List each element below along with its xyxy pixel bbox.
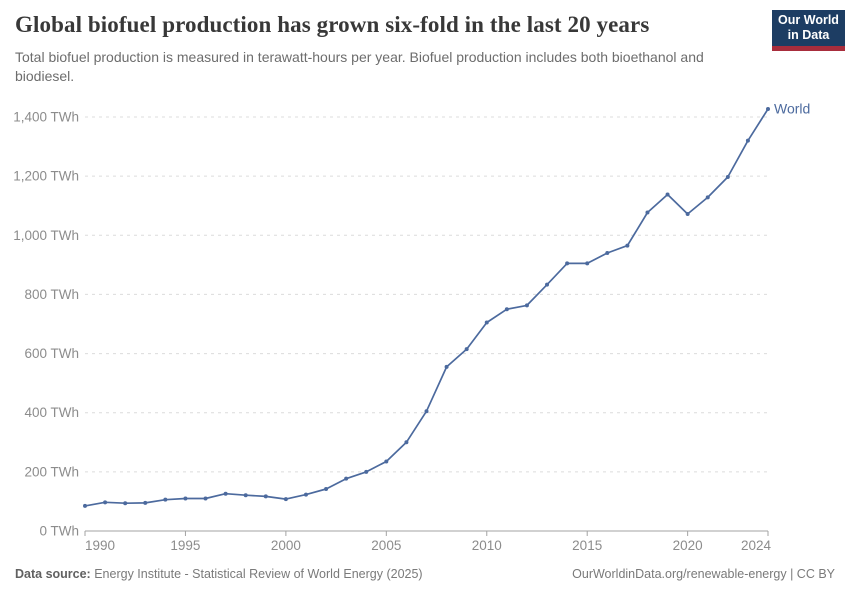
data-point-2017[interactable] [625, 243, 630, 248]
data-point-2011[interactable] [504, 307, 509, 312]
owid-url-link[interactable]: OurWorldinData.org/renewable-energy | CC… [572, 567, 835, 581]
x-axis-tick-label: 1990 [85, 538, 115, 553]
data-point-2023[interactable] [745, 138, 750, 143]
data-point-1996[interactable] [203, 496, 208, 501]
x-axis-tick-label: 2020 [673, 538, 703, 553]
y-axis-tick-label: 600 TWh [24, 346, 79, 361]
data-point-1995[interactable] [183, 496, 188, 501]
y-axis-tick-label: 0 TWh [39, 524, 79, 539]
x-axis-tick-label: 2005 [371, 538, 401, 553]
data-source: Data source: Energy Institute - Statisti… [15, 567, 423, 581]
data-point-1993[interactable] [143, 500, 148, 505]
data-point-2018[interactable] [645, 210, 650, 215]
data-point-2000[interactable] [283, 497, 288, 502]
data-point-1998[interactable] [243, 493, 248, 498]
data-point-1992[interactable] [123, 501, 128, 506]
data-point-2022[interactable] [725, 175, 730, 180]
world-series-label: World [774, 101, 810, 117]
data-point-1990[interactable] [83, 503, 87, 508]
data-point-2015[interactable] [585, 261, 590, 266]
y-axis-tick-label: 1,400 TWh [13, 110, 79, 125]
data-point-2007[interactable] [424, 409, 429, 414]
data-point-2020[interactable] [685, 211, 690, 216]
y-axis-tick-label: 800 TWh [24, 287, 79, 302]
x-axis-tick-label: 2000 [271, 538, 301, 553]
data-point-1991[interactable] [103, 500, 108, 505]
data-point-2019[interactable] [665, 192, 670, 197]
x-axis-tick-label: 1995 [170, 538, 200, 553]
data-point-2001[interactable] [303, 492, 308, 497]
x-axis-tick-label: 2015 [572, 538, 602, 553]
y-axis-tick-label: 1,000 TWh [13, 228, 79, 243]
world-line[interactable] [84, 108, 769, 507]
x-axis-tick-label: 2024 [741, 538, 772, 553]
data-point-1994[interactable] [163, 497, 168, 502]
chart-subtitle: Total biofuel production is measured in … [15, 49, 704, 84]
data-point-2014[interactable] [565, 261, 570, 266]
data-point-2006[interactable] [404, 440, 409, 445]
chart-footer: Data source: Energy Institute - Statisti… [15, 567, 835, 581]
owid-logo-line1: Our World [778, 13, 839, 27]
data-point-2012[interactable] [524, 303, 529, 308]
y-axis-tick-label: 1,200 TWh [13, 169, 79, 184]
data-point-2009[interactable] [464, 347, 469, 352]
x-axis-tick-label: 2010 [472, 538, 502, 553]
data-point-2004[interactable] [364, 469, 369, 474]
chart-title: Global biofuel production has grown six-… [15, 12, 650, 37]
data-point-2003[interactable] [344, 476, 349, 481]
owid-logo[interactable]: Our World in Data [772, 10, 845, 51]
data-point-2010[interactable] [484, 320, 489, 325]
data-point-1999[interactable] [263, 494, 268, 499]
y-axis-tick-label: 200 TWh [24, 464, 79, 479]
owid-logo-line2: in Data [787, 28, 830, 42]
data-point-1997[interactable] [223, 491, 228, 496]
data-point-2013[interactable] [545, 282, 550, 287]
y-axis-tick-label: 400 TWh [24, 405, 79, 420]
data-source-text: Energy Institute - Statistical Review of… [90, 567, 423, 581]
data-point-2005[interactable] [384, 459, 389, 464]
data-source-label: Data source: [15, 567, 91, 581]
data-point-2021[interactable] [705, 195, 710, 200]
data-point-2008[interactable] [444, 364, 449, 369]
data-point-2002[interactable] [324, 487, 329, 492]
data-point-2024[interactable] [766, 107, 770, 112]
data-point-2016[interactable] [605, 251, 610, 256]
